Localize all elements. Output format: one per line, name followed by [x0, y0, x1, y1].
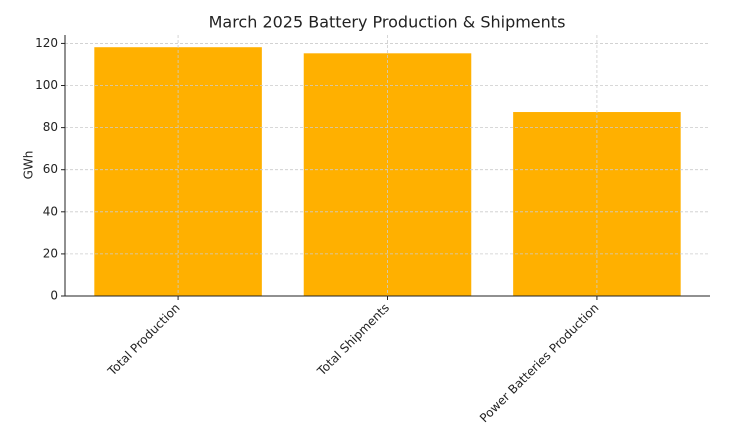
y-tick-label: 20 [43, 246, 58, 260]
y-tick-label: 40 [43, 204, 58, 218]
y-tick-label: 0 [50, 289, 58, 303]
y-tick-label: 80 [43, 120, 58, 134]
x-tick-label: Total Production [104, 301, 182, 379]
x-tick-label: Total Shipments [314, 301, 392, 379]
chart-title: March 2025 Battery Production & Shipment… [209, 13, 566, 32]
bar [513, 112, 681, 296]
y-tick-label: 60 [43, 162, 58, 176]
y-tick-label: 120 [35, 36, 58, 50]
y-axis-label: GWh [22, 151, 36, 180]
y-tick-label: 100 [35, 78, 58, 92]
x-tick-label: Power Batteries Production [477, 301, 601, 423]
bar [303, 53, 472, 296]
